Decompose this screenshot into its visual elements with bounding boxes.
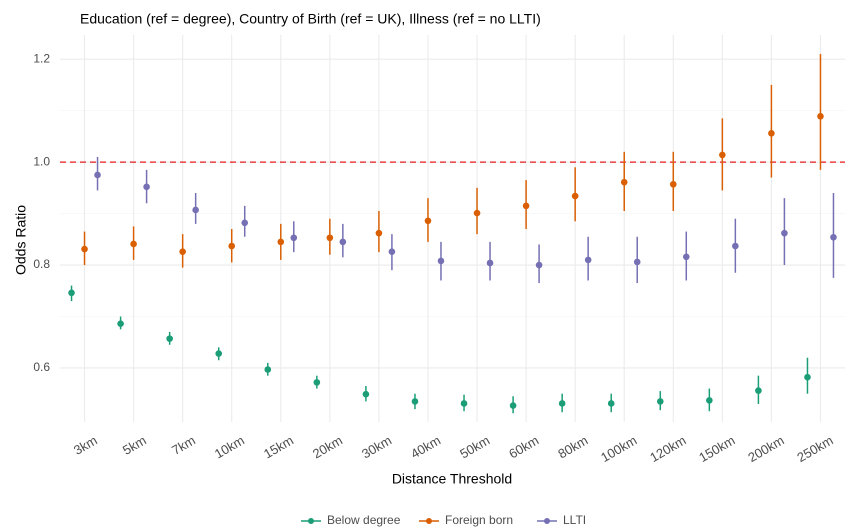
point xyxy=(620,178,628,186)
x-tick-label: 120km xyxy=(647,433,688,466)
x-tick-label: 40km xyxy=(408,433,443,462)
point xyxy=(460,400,468,407)
point xyxy=(290,234,298,242)
point xyxy=(633,258,641,266)
point xyxy=(830,233,837,241)
x-tick-label: 15km xyxy=(261,433,296,462)
point xyxy=(228,242,236,250)
point xyxy=(81,245,88,253)
point xyxy=(339,238,347,246)
legend-label: LLTI xyxy=(563,513,586,527)
point xyxy=(486,259,494,267)
point xyxy=(522,202,530,210)
y-tick-label: 1.0 xyxy=(33,154,50,168)
point xyxy=(424,217,432,225)
legend-label: Below degree xyxy=(327,513,401,527)
point xyxy=(768,129,775,137)
x-tick-label: 250km xyxy=(794,433,835,466)
point xyxy=(117,320,124,328)
point xyxy=(669,180,677,188)
point xyxy=(313,379,321,386)
x-tick-label: 50km xyxy=(457,433,492,462)
x-tick-label: 60km xyxy=(506,433,541,462)
point xyxy=(241,219,249,227)
point xyxy=(473,209,481,217)
y-tick-label: 0.8 xyxy=(33,257,50,271)
point xyxy=(192,206,199,214)
point xyxy=(558,400,566,407)
x-tick-label: 150km xyxy=(696,433,737,466)
x-tick-label: 3km xyxy=(71,433,100,458)
x-tick-label: 10km xyxy=(212,433,247,462)
point xyxy=(706,397,713,404)
point xyxy=(535,261,543,269)
x-tick-label: 7km xyxy=(169,433,198,458)
grid xyxy=(60,35,845,422)
point xyxy=(94,171,101,179)
point xyxy=(388,248,396,255)
point xyxy=(719,151,726,159)
y-tick-label: 0.6 xyxy=(33,360,50,374)
point xyxy=(411,398,419,405)
point xyxy=(732,242,739,250)
legend-swatch-point xyxy=(544,518,550,524)
chart-title: Education (ref = degree), Country of Bir… xyxy=(80,11,541,27)
point xyxy=(68,289,75,297)
legend-swatch-point xyxy=(426,518,432,524)
point xyxy=(656,398,664,405)
y-axis-title: Odds Ratio xyxy=(13,205,29,275)
x-tick-label: 30km xyxy=(359,433,394,462)
point xyxy=(166,335,173,342)
x-axis-title: Distance Threshold xyxy=(392,471,512,487)
point xyxy=(375,229,383,237)
x-tick-label: 80km xyxy=(555,433,590,462)
point xyxy=(215,350,223,357)
x-tick-label: 20km xyxy=(310,433,345,462)
point xyxy=(571,192,579,200)
point xyxy=(130,240,137,248)
point xyxy=(179,248,186,255)
legend-label: Foreign born xyxy=(445,513,513,527)
x-tick-label: 200km xyxy=(745,433,786,466)
point xyxy=(277,238,285,246)
point xyxy=(584,256,592,264)
point xyxy=(143,183,150,191)
point xyxy=(264,366,272,373)
point xyxy=(509,402,517,409)
legend-swatch-point xyxy=(308,518,314,524)
point xyxy=(682,253,690,261)
point xyxy=(781,229,788,237)
y-tick-label: 1.2 xyxy=(33,51,50,65)
x-tick-label: 5km xyxy=(120,433,149,458)
point xyxy=(607,400,615,407)
point xyxy=(817,113,824,120)
point xyxy=(804,373,811,381)
point xyxy=(362,390,370,398)
point xyxy=(326,234,334,242)
x-tick-label: 100km xyxy=(598,433,639,466)
point xyxy=(437,257,445,265)
point xyxy=(755,387,762,394)
